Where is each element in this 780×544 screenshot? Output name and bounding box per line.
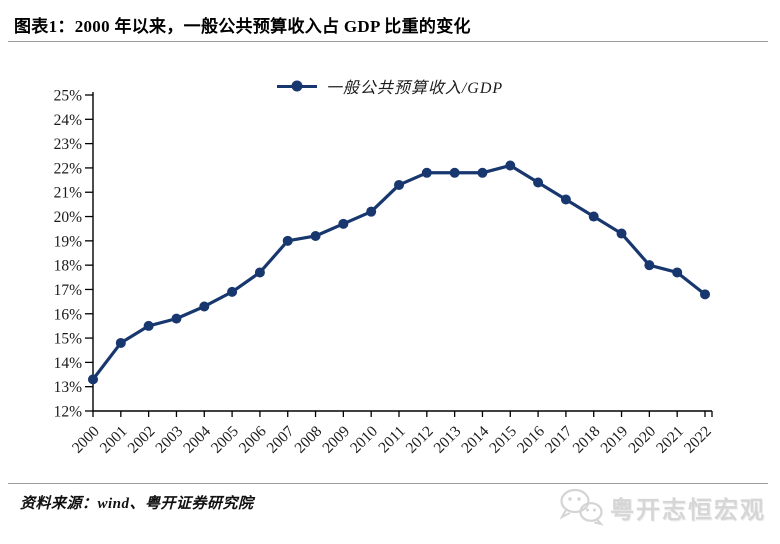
x-tick-label: 2005: [208, 423, 242, 457]
source-text: 资料来源：wind、粤开证券研究院: [20, 496, 254, 512]
data-point-2022: [700, 289, 710, 300]
wechat-icon: [559, 488, 604, 526]
y-tick-label: 12%: [54, 404, 83, 421]
data-point-2018: [588, 211, 599, 222]
footer-divider: [8, 483, 768, 484]
y-tick-label: 22%: [54, 160, 83, 177]
x-tick-label: 2003: [152, 423, 186, 457]
data-point-2004: [199, 301, 210, 312]
y-tick-label: 17%: [54, 282, 83, 299]
data-point-2000: [88, 374, 98, 385]
x-tick-label: 2013: [431, 423, 465, 457]
line-chart: 25% 24% 23% 22% 21% 20% 19% 18% 17% 16% 15% 14% 13% 1…: [54, 88, 715, 457]
watermark-text: 粤开志恒宏观: [610, 497, 766, 524]
data-point-2021: [672, 267, 683, 278]
x-tick-label: 2012: [403, 423, 437, 457]
data-point-2014: [477, 167, 488, 178]
x-tick-label: 2001: [97, 423, 131, 457]
x-tick-label: 2007: [264, 423, 298, 457]
x-tick-label: 2004: [180, 423, 214, 457]
data-point-2003: [171, 313, 182, 324]
chart-title: 图表1：2000 年以来，一般公共预算收入占 GDP 比重的变化: [14, 17, 471, 36]
data-point-2011: [394, 179, 404, 190]
data-point-2009: [338, 218, 349, 229]
x-tick-label: 2021: [653, 423, 687, 457]
y-tick-label: 18%: [54, 258, 83, 275]
x-tick-label: 2019: [597, 423, 631, 457]
x-tick-label: 2011: [375, 423, 409, 457]
y-tick-label: 23%: [54, 136, 83, 153]
data-point-2016: [533, 177, 544, 188]
x-tick-label: 2006: [236, 423, 270, 457]
y-tick-label: 16%: [54, 306, 83, 323]
data-point-2005: [227, 286, 238, 297]
data-point-2019: [616, 228, 627, 239]
legend-dot-marker: [291, 80, 303, 92]
x-tick-label: 2020: [625, 423, 659, 457]
x-tick-label: 2002: [125, 423, 159, 457]
y-tick-label: 25%: [54, 88, 83, 105]
data-point-2013: [449, 167, 460, 178]
data-point-2008: [310, 230, 321, 241]
data-point-2002: [143, 320, 154, 331]
legend-label: 一般公共预算收入/GDP: [325, 80, 504, 97]
x-tick-label: 2010: [347, 423, 381, 457]
x-tick-label: 2015: [486, 423, 520, 457]
x-tick-label: 2008: [291, 423, 325, 457]
data-point-2015: [505, 160, 516, 171]
data-point-2007: [282, 235, 293, 246]
y-tick-label: 20%: [54, 209, 83, 226]
y-tick-label: 19%: [54, 233, 83, 250]
x-tick-label: 2016: [514, 423, 548, 457]
data-point-2001: [115, 337, 126, 348]
data-point-2012: [421, 167, 432, 178]
data-point-2020: [644, 260, 655, 271]
x-tick-label: 2014: [458, 423, 492, 457]
y-tick-label: 13%: [54, 379, 83, 396]
data-point-2006: [254, 267, 265, 278]
data-point-2010: [366, 206, 377, 217]
x-tick-label: 2018: [570, 423, 604, 457]
watermark: 粤开志恒宏观: [558, 487, 766, 527]
x-tick-label: 2009: [319, 423, 353, 457]
y-tick-label: 15%: [54, 331, 83, 348]
x-tick-label: 2017: [542, 423, 576, 457]
y-tick-label: 24%: [54, 112, 83, 129]
data-point-2017: [560, 194, 571, 205]
series-line: [91, 163, 707, 381]
legend: 一般公共预算收入/GDP: [0, 74, 780, 98]
y-tick-label: 14%: [54, 355, 83, 372]
y-tick-label: 21%: [54, 185, 83, 202]
title-divider: [8, 41, 768, 42]
legend-line-marker: [276, 80, 317, 92]
x-tick-label: 2000: [69, 423, 103, 457]
x-tick-label: 2022: [681, 423, 715, 457]
